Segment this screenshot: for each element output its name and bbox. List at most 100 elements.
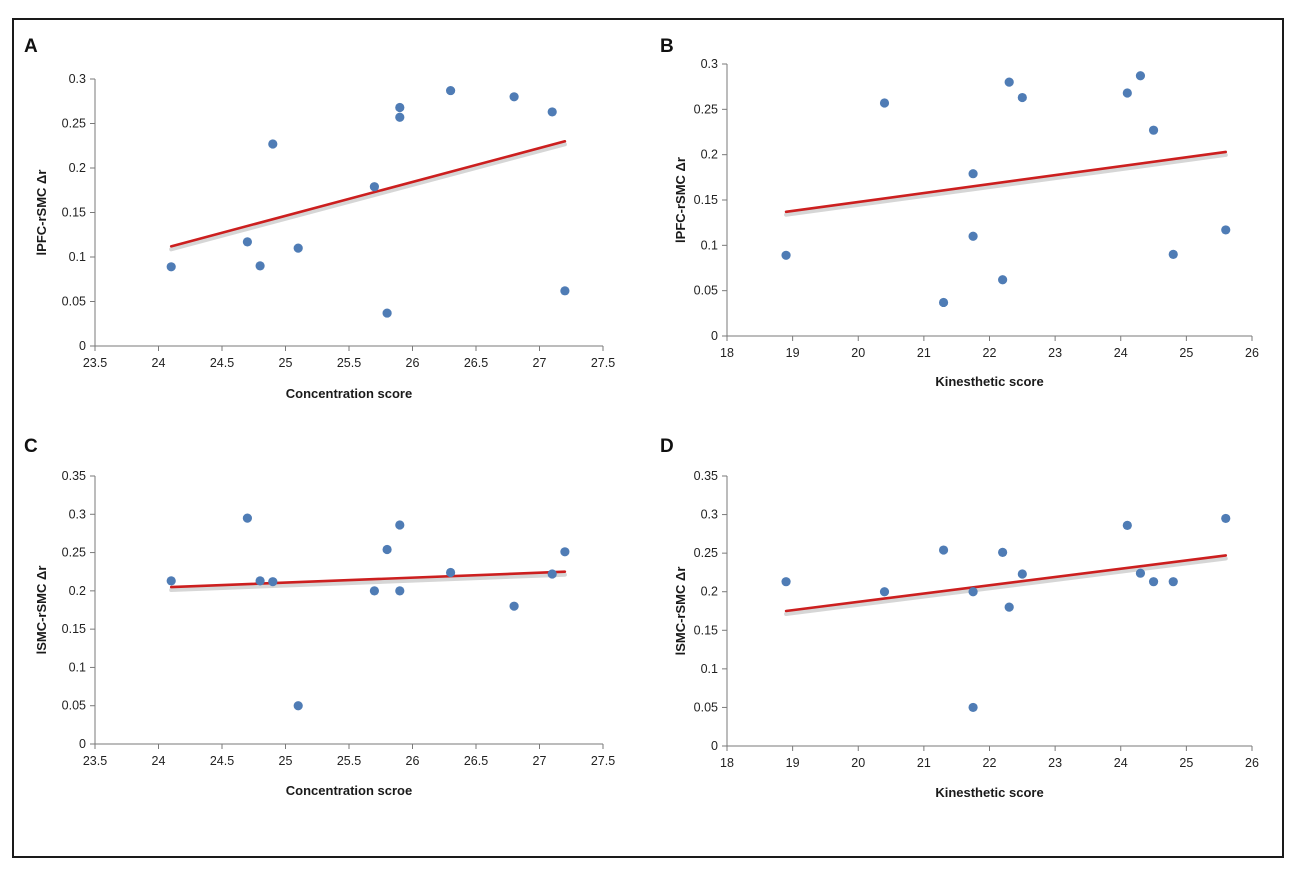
data-point (242, 513, 252, 523)
x-tick-label: 26.5 (464, 356, 488, 370)
x-tick-label: 25 (279, 754, 293, 768)
data-point (560, 547, 570, 557)
data-point (938, 545, 949, 555)
data-point (968, 231, 978, 241)
x-tick-label: 26 (406, 356, 420, 370)
data-point (446, 567, 456, 578)
data-point (968, 587, 978, 597)
y-tick-label: 0.15 (694, 623, 718, 637)
x-tick-label: 23 (1048, 756, 1062, 770)
data-point (293, 243, 303, 253)
x-tick-label: 26 (406, 754, 420, 768)
x-tick-label: 27.5 (591, 754, 615, 768)
data-point (560, 286, 570, 296)
data-point (268, 577, 278, 587)
x-tick-label: 23.5 (83, 754, 107, 768)
x-tick-label: 18 (720, 346, 734, 360)
x-tick-label: 20 (851, 346, 865, 360)
panel-label-d: D (660, 436, 674, 457)
figure-frame (12, 18, 1284, 858)
data-point (1148, 577, 1159, 587)
y-tick-label: 0.2 (701, 148, 718, 162)
x-tick-label: 18 (720, 756, 734, 770)
y-tick-label: 0.15 (62, 206, 86, 220)
data-point (547, 569, 557, 579)
x-tick-label: 25.5 (337, 356, 361, 370)
x-tick-label: 24 (152, 754, 166, 768)
data-point (1004, 602, 1014, 612)
data-point (395, 520, 405, 530)
x-tick-label: 19 (786, 346, 800, 360)
x-tick-label: 23.5 (83, 356, 107, 370)
data-point (938, 297, 949, 308)
y-tick-label: 0.1 (69, 250, 86, 264)
y-axis-title: lSMC-rSMC Δr (34, 566, 49, 655)
y-tick-label: 0.1 (701, 238, 718, 252)
x-tick-label: 24 (152, 356, 166, 370)
data-point (255, 261, 265, 271)
x-tick-label: 24 (1114, 346, 1128, 360)
x-tick-label: 24.5 (210, 356, 234, 370)
x-axis-title: Concentration scroe (286, 783, 412, 798)
y-tick-label: 0.05 (694, 284, 718, 298)
trendline (169, 140, 567, 248)
chart-panel-b: B 0 0.05 0.1 0.15 0.2 0.25 0.3 18 19 20 21 22 23 24 25 2… (660, 36, 1259, 389)
x-tick-label: 22 (983, 756, 997, 770)
trendline-shadow (169, 572, 567, 593)
data-point (781, 250, 791, 260)
x-tick-label: 25 (1179, 756, 1193, 770)
data-point (998, 547, 1008, 557)
data-point (268, 139, 278, 149)
data-point (509, 601, 519, 611)
y-tick-label: 0.3 (69, 72, 86, 86)
y-tick-label: 0.05 (62, 295, 86, 309)
x-tick-label: 26.5 (464, 754, 488, 768)
data-point (509, 92, 519, 102)
data-point (968, 169, 978, 179)
y-tick-label: 0.3 (69, 507, 86, 521)
data-point (1017, 92, 1027, 103)
y-tick-label: 0.2 (701, 585, 718, 599)
trendline (169, 570, 567, 589)
data-point (998, 275, 1008, 285)
data-point (369, 586, 379, 596)
y-tick-label: 0 (711, 329, 718, 343)
y-axis-title: lSMC-rSMC Δr (673, 567, 688, 656)
data-point (1017, 569, 1027, 579)
data-point (1168, 249, 1178, 259)
x-tick-label: 23 (1048, 346, 1062, 360)
y-tick-label: 0 (711, 739, 718, 753)
x-tick-label: 26 (1245, 756, 1259, 770)
x-tick-label: 19 (786, 756, 800, 770)
x-tick-label: 27 (533, 356, 547, 370)
y-tick-label: 0.35 (62, 469, 86, 483)
x-tick-label: 21 (917, 346, 931, 360)
x-tick-label: 26 (1245, 346, 1259, 360)
y-tick-label: 0.15 (694, 193, 718, 207)
chart-panel-a: A 0 0.05 0.1 0.15 0.2 0.25 0.3 23.5 24 24.5 25 25.5 2… (24, 36, 615, 401)
data-point (382, 544, 392, 555)
x-tick-label: 21 (917, 756, 931, 770)
data-point (1221, 513, 1231, 524)
panel-label-a: A (24, 36, 38, 57)
data-point (293, 701, 303, 711)
data-point (166, 262, 176, 272)
data-point (1004, 77, 1014, 87)
data-point (968, 702, 978, 713)
chart-panel-d: D 0 0.05 0.1 0.15 0.2 0.25 0.3 0.35 18 19 20 21 22 23 2… (660, 436, 1259, 800)
trendline (784, 150, 1228, 214)
y-tick-label: 0.2 (69, 584, 86, 598)
y-tick-label: 0.1 (701, 662, 718, 676)
data-point (1168, 577, 1178, 587)
y-tick-label: 0.25 (62, 117, 86, 131)
data-point (1148, 125, 1159, 135)
panel-label-b: B (660, 36, 674, 57)
chart-panel-c: C 0 0.05 0.1 0.15 0.2 0.25 0.3 0.35 23.5 24 24.5 25 2… (24, 436, 615, 798)
data-point (1122, 88, 1132, 98)
data-point (879, 587, 890, 597)
data-point (395, 112, 405, 122)
trendline (784, 554, 1228, 613)
data-point (1135, 71, 1146, 81)
y-tick-label: 0.25 (694, 546, 718, 560)
